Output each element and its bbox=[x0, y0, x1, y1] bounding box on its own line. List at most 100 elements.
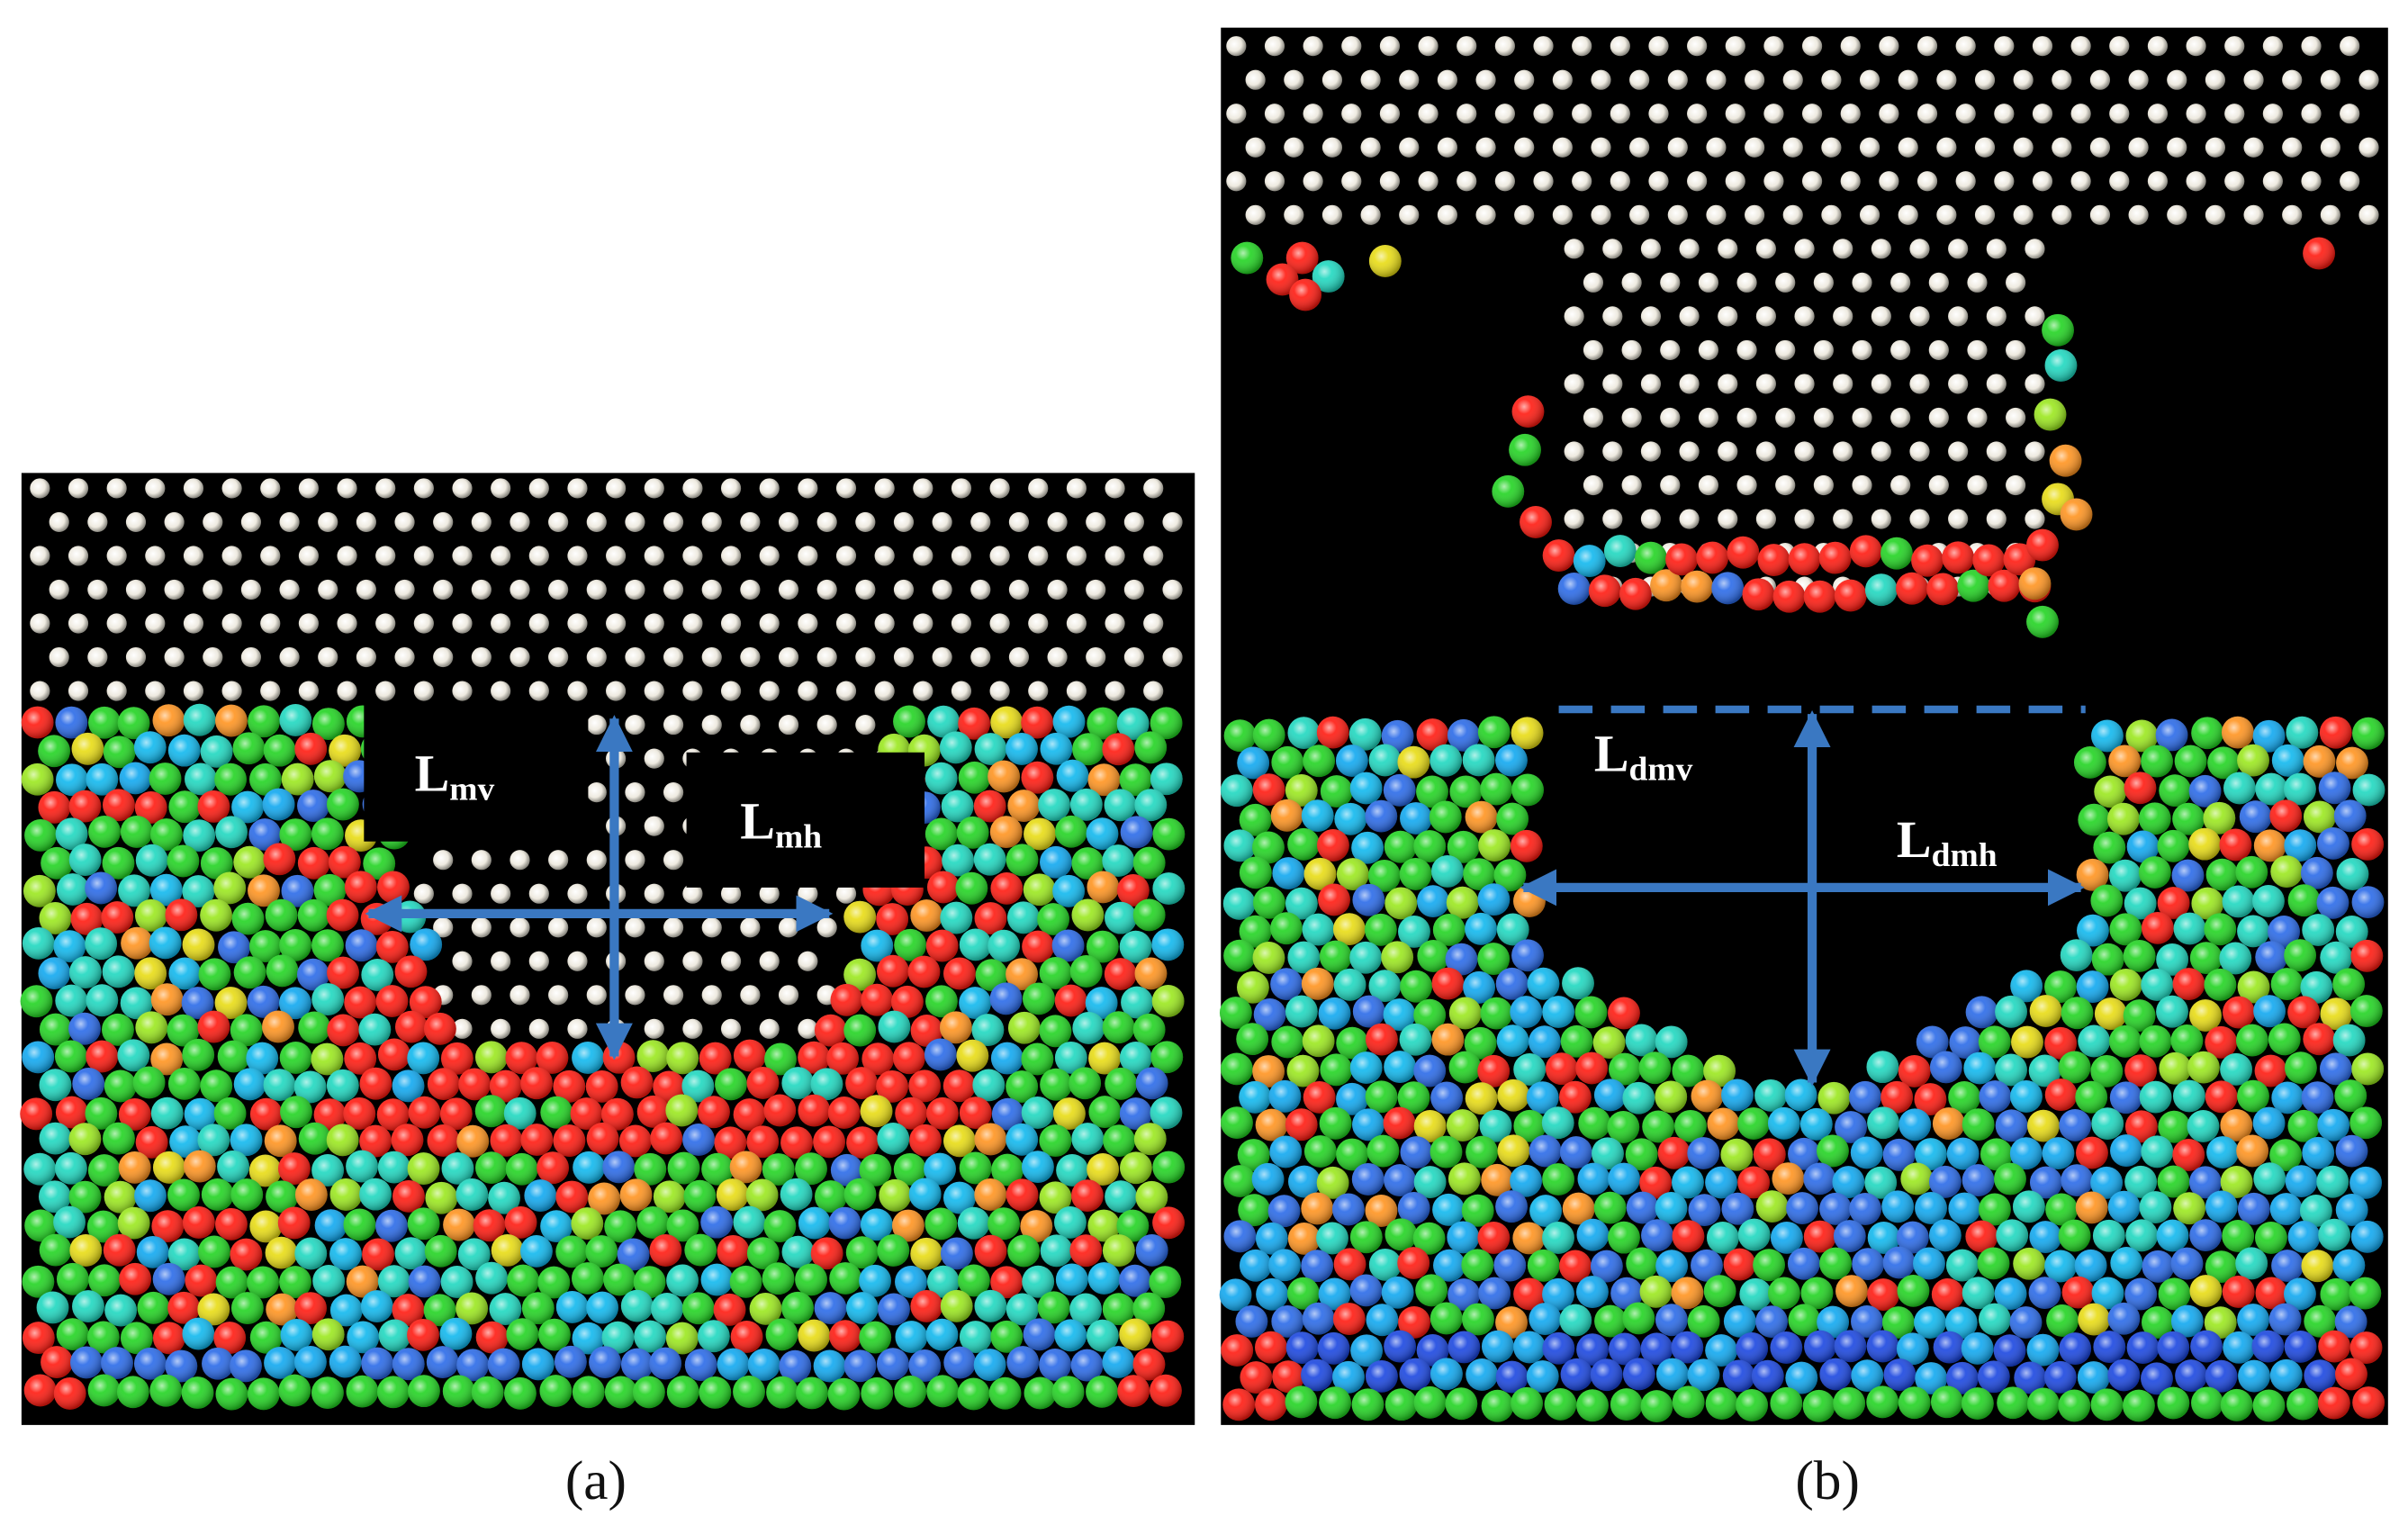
white-particle bbox=[1745, 69, 1765, 90]
white-particle bbox=[625, 850, 645, 871]
particle-shade bbox=[313, 873, 347, 907]
white-particle bbox=[1755, 239, 1776, 259]
white-particle bbox=[2147, 104, 2169, 124]
white-particle bbox=[1514, 69, 1535, 90]
particle-shade bbox=[277, 1152, 311, 1185]
particle-shade bbox=[2269, 1193, 2303, 1225]
particle-shade bbox=[1285, 1331, 1319, 1365]
particle-shade bbox=[1007, 1011, 1041, 1044]
particle-shade bbox=[248, 930, 282, 962]
particle-shade bbox=[1541, 1106, 1574, 1140]
particle-shade bbox=[134, 791, 167, 824]
particle-shade bbox=[1448, 997, 1482, 1030]
particle-shade bbox=[88, 815, 121, 848]
particle-shade bbox=[329, 1178, 363, 1211]
white-particle bbox=[1840, 104, 1861, 124]
particle-shade bbox=[1301, 1358, 1333, 1392]
particle-shade bbox=[2221, 716, 2254, 749]
particle-shade bbox=[2270, 855, 2304, 889]
particle-shade bbox=[1006, 1346, 1040, 1378]
particle-shade bbox=[957, 1264, 990, 1297]
white-particle bbox=[1123, 511, 1144, 533]
particle-shade bbox=[1751, 1359, 1784, 1393]
annotation-sub: mv bbox=[449, 772, 494, 808]
particle-shade bbox=[392, 1069, 425, 1103]
particle-shade bbox=[1639, 1166, 1672, 1199]
particle-shade bbox=[1721, 1192, 1754, 1225]
white-particle bbox=[2243, 137, 2264, 158]
particle-shade bbox=[1071, 847, 1105, 880]
particle-shade bbox=[1461, 1249, 1494, 1282]
particle-shade bbox=[1133, 1123, 1167, 1156]
particle-shade bbox=[1687, 1358, 1720, 1392]
particle-shade bbox=[845, 1067, 878, 1099]
particle-shade bbox=[215, 704, 248, 737]
white-particle bbox=[816, 646, 837, 668]
white-particle bbox=[1264, 104, 1285, 124]
particle-shade bbox=[2142, 1306, 2174, 1339]
white-particle bbox=[2052, 69, 2072, 90]
white-particle bbox=[394, 511, 415, 533]
particle-shade bbox=[795, 1152, 827, 1186]
particle-shade bbox=[1006, 1293, 1039, 1326]
white-particle bbox=[1123, 579, 1144, 600]
white-particle bbox=[1916, 171, 1938, 192]
particle-shade bbox=[2237, 1079, 2269, 1113]
particle-shade bbox=[1496, 802, 1529, 835]
particle-shade bbox=[1270, 968, 1303, 1001]
particle-shade bbox=[1087, 1153, 1120, 1186]
particle-shade bbox=[359, 1067, 392, 1100]
particle-shade bbox=[279, 818, 312, 852]
white-particle bbox=[951, 681, 972, 701]
particle-shade bbox=[924, 1038, 957, 1071]
particle-shade bbox=[1786, 1192, 1818, 1224]
white-particle bbox=[1706, 204, 1727, 225]
particle-shade bbox=[375, 1209, 408, 1242]
white-particle bbox=[2186, 104, 2206, 124]
particle-shade bbox=[2255, 772, 2288, 806]
particle-shade bbox=[298, 1122, 331, 1155]
particle-shade bbox=[2352, 717, 2385, 750]
particle-shade bbox=[1558, 1080, 1592, 1114]
particle-shade bbox=[1116, 707, 1150, 740]
particle-shade bbox=[1980, 1138, 2013, 1171]
particle-shade bbox=[1578, 1106, 1611, 1140]
particle-shade bbox=[537, 1266, 571, 1299]
white-particle bbox=[413, 478, 434, 499]
particle-shade bbox=[1817, 1081, 1851, 1114]
particle-shade bbox=[363, 847, 396, 880]
particle-shade bbox=[1529, 1195, 1562, 1227]
particle-shade bbox=[1849, 1080, 1881, 1114]
label-box bbox=[686, 752, 925, 888]
particle-shade bbox=[665, 1322, 699, 1355]
white-particle bbox=[1909, 239, 1930, 259]
white-particle bbox=[798, 478, 818, 499]
particle-shade bbox=[71, 732, 104, 765]
particle-shade bbox=[1103, 1124, 1136, 1158]
particle-shade bbox=[1319, 1386, 1351, 1420]
particle-shade bbox=[1149, 1266, 1182, 1299]
white-particle bbox=[1008, 646, 1030, 668]
particle-shade bbox=[311, 1376, 344, 1410]
particle-shade bbox=[798, 1206, 831, 1240]
particle-shade bbox=[198, 958, 231, 991]
particle-shade bbox=[1336, 858, 1369, 890]
particle-shade bbox=[2091, 943, 2124, 976]
white-particle bbox=[855, 646, 876, 668]
particle-shade bbox=[2109, 1081, 2142, 1114]
white-particle bbox=[1105, 613, 1125, 634]
particle-shade bbox=[1542, 1331, 1575, 1365]
particle-shade bbox=[1466, 1358, 1499, 1391]
particle-shade bbox=[213, 1096, 247, 1130]
particle-shade bbox=[377, 871, 410, 904]
particle-shade bbox=[1303, 1135, 1337, 1168]
particle-shade bbox=[1150, 707, 1183, 740]
white-particle bbox=[720, 681, 742, 701]
particle-shade bbox=[764, 1042, 797, 1076]
particle-shade bbox=[329, 1294, 363, 1327]
particle-shade bbox=[296, 958, 329, 991]
particle-shade bbox=[1447, 718, 1480, 752]
white-particle bbox=[720, 546, 742, 566]
white-particle bbox=[1948, 374, 1969, 394]
particle-shade bbox=[2205, 1025, 2238, 1059]
